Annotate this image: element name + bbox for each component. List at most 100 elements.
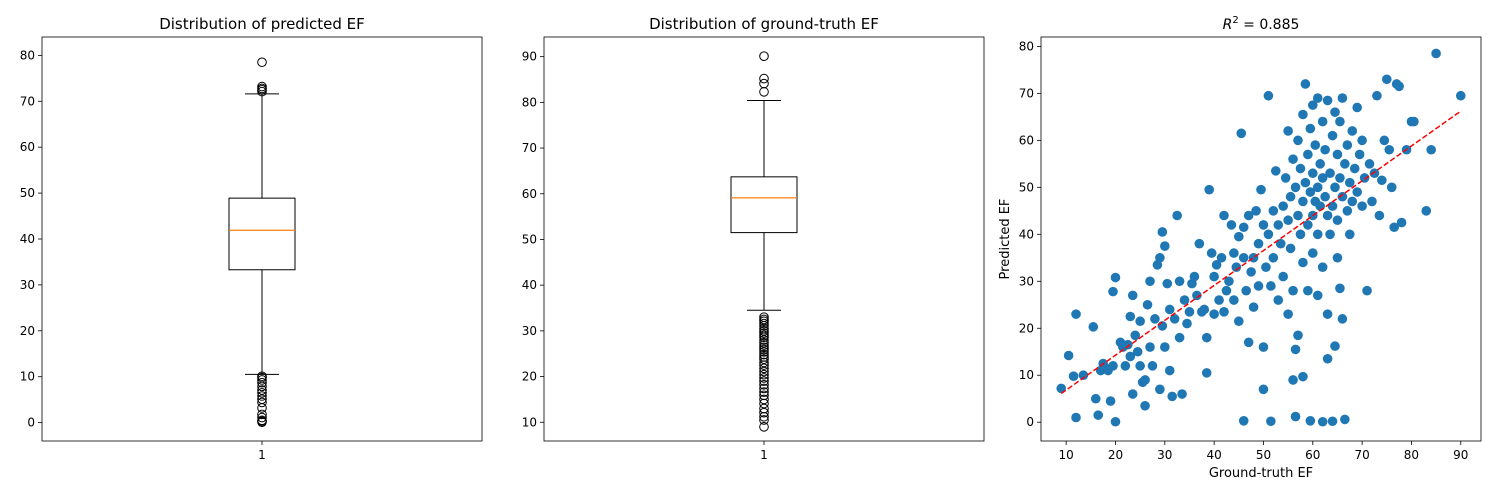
scatter-point — [1307, 248, 1318, 258]
scatter-point — [1340, 159, 1350, 169]
y-tick-label: 50 — [20, 186, 35, 200]
scatter-point — [1394, 81, 1404, 92]
outlier-point — [257, 409, 267, 420]
y-tick-label: 20 — [20, 324, 35, 338]
outlier-point — [759, 394, 769, 405]
scatter-point — [1142, 299, 1153, 310]
outlier-point — [759, 357, 769, 368]
chart-title: Distribution of predicted EF — [159, 15, 365, 33]
y-tick-label: 80 — [522, 95, 537, 109]
scatter-point — [1172, 210, 1182, 221]
scatter-point — [1127, 389, 1138, 399]
scatter-point — [1263, 229, 1274, 240]
y-tick-label: 0 — [27, 416, 35, 430]
scatter-point — [1367, 196, 1377, 207]
scatter-point — [1303, 149, 1313, 160]
outlier-point — [759, 379, 769, 390]
scatter-point — [1268, 206, 1279, 216]
scatter-point — [1431, 48, 1441, 59]
scatter-point — [1396, 217, 1407, 228]
scatter-point — [1253, 281, 1264, 291]
outlier-point — [257, 417, 267, 427]
scatter-point — [1330, 107, 1340, 117]
outlier-point — [759, 411, 769, 422]
scatter-point — [1273, 220, 1284, 230]
scatter-point — [1337, 314, 1348, 324]
scatter-point — [1108, 361, 1118, 371]
scatter-point — [1283, 215, 1293, 226]
scatter-point — [1315, 201, 1325, 211]
scatter-point — [1384, 144, 1395, 155]
scatter-point — [1251, 206, 1261, 216]
y-tick-label: 20 — [522, 370, 537, 384]
box-iqr — [228, 197, 296, 271]
scatter-point — [1342, 206, 1353, 216]
chart-title: R2 = 0.885 — [1223, 15, 1300, 33]
outlier-point — [759, 335, 769, 345]
scatter-point — [1063, 350, 1074, 361]
scatter-point — [1199, 304, 1210, 315]
scatter-point — [1130, 330, 1141, 341]
x-tick-label: 50 — [1256, 448, 1271, 462]
scatter-point — [1246, 267, 1256, 277]
y-tick-label: 30 — [20, 278, 35, 292]
scatter-point — [1120, 361, 1131, 371]
outlier-point — [759, 376, 769, 386]
scatter-point — [1221, 285, 1232, 296]
outlier-point — [257, 387, 267, 398]
scatter-point — [1182, 318, 1192, 329]
outlier-point — [759, 321, 769, 331]
scatter-point — [1344, 177, 1355, 188]
scatter-point — [1312, 229, 1323, 240]
scatter-point — [1266, 416, 1276, 427]
scatter-point — [1132, 346, 1143, 357]
scatter-point — [1357, 201, 1367, 211]
scatter-point — [1194, 238, 1205, 249]
scatter-point — [1379, 135, 1390, 146]
scatter-point — [1229, 248, 1239, 258]
scatter-point — [1305, 416, 1316, 426]
scatter-point — [1300, 177, 1311, 188]
scatter-point — [1160, 241, 1170, 251]
scatter-point — [1293, 210, 1303, 221]
scatter-point — [1332, 215, 1343, 226]
outlier-point — [257, 385, 267, 395]
scatter-point — [1421, 206, 1432, 216]
scatter-point — [1389, 222, 1399, 233]
scatter-point — [1369, 168, 1380, 179]
scatter-point — [1211, 260, 1222, 270]
scatter-point — [1349, 163, 1360, 174]
scatter-point — [1288, 154, 1298, 164]
outlier-point — [759, 344, 769, 355]
scatter-point — [1110, 416, 1121, 427]
y-tick-label: 30 — [1019, 274, 1034, 288]
outlier-point — [257, 397, 267, 408]
scatter-point — [1256, 184, 1266, 195]
outlier-point — [759, 316, 769, 327]
scatter-point — [1342, 140, 1353, 150]
scatter-point — [1340, 414, 1350, 425]
scatter-point — [1169, 314, 1180, 324]
scatter-point — [1261, 262, 1271, 272]
scatter-point — [1164, 365, 1175, 376]
scatter-point — [1335, 116, 1345, 127]
scatter-point — [1140, 400, 1150, 411]
outlier-point — [759, 373, 769, 383]
scatter-point — [1056, 383, 1067, 394]
scatter-point — [1322, 353, 1333, 364]
scatter-point — [1288, 375, 1298, 385]
scatter-point — [1123, 339, 1133, 350]
scatter-point — [1238, 252, 1249, 263]
scatter-point — [1322, 309, 1333, 319]
scatter-point — [1184, 307, 1195, 317]
outlier-point — [257, 86, 267, 97]
scatter-point — [1167, 391, 1178, 402]
scatter-point — [1307, 100, 1318, 110]
scatter-point — [1145, 342, 1155, 352]
scatter-point — [1312, 182, 1323, 193]
x-tick-label: 80 — [1404, 448, 1419, 462]
scatter-point — [1164, 304, 1175, 315]
scatter-point — [1155, 384, 1165, 395]
scatter-point — [1177, 389, 1187, 399]
x-tick-label: 70 — [1354, 448, 1369, 462]
